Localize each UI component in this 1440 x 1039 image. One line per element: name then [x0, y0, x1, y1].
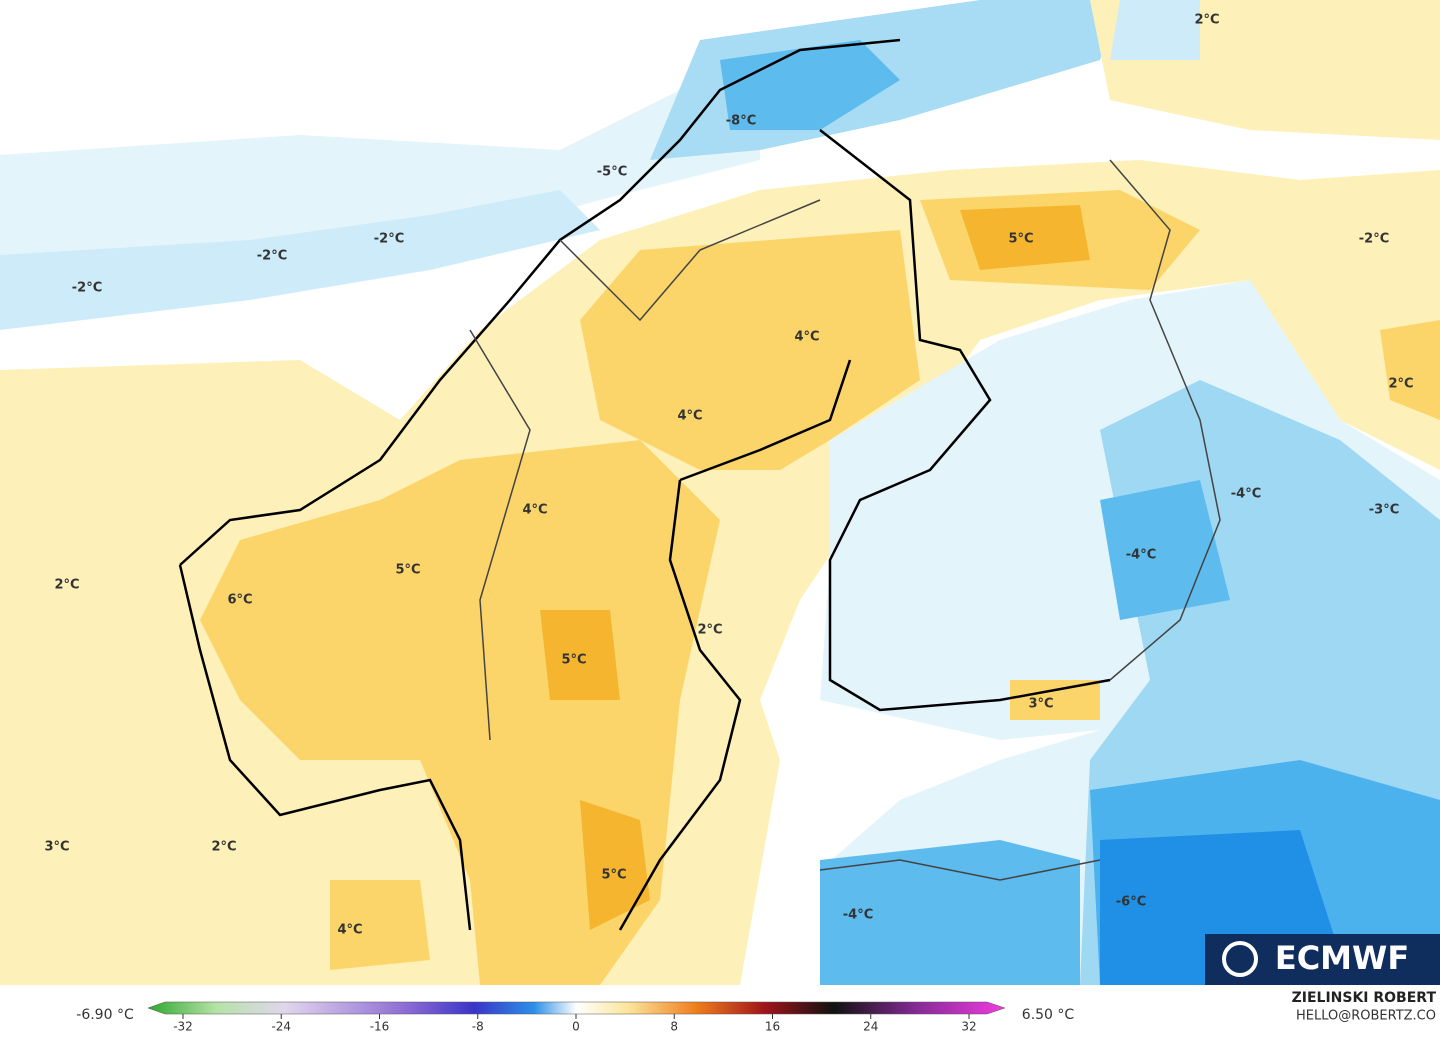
- tick-label: 24: [863, 1020, 878, 1034]
- colorbar-ticks: -32 -24 -16 -8 0 8 16 24 32: [173, 1014, 977, 1034]
- colorbar-bar: [147, 1001, 1006, 1015]
- map: 2°C -8°C -5°C -2°C -2°C -2°C 5°C -2°C 4°C 2°C 4°C 4…: [0, 0, 1440, 985]
- temperature-label: -5°C: [597, 165, 627, 180]
- temperature-label: 5°C: [561, 653, 586, 668]
- temperature-label: -2°C: [374, 232, 404, 247]
- tick-label: -16: [370, 1020, 390, 1034]
- temperature-label: 6°C: [227, 593, 252, 608]
- temperature-label: 2°C: [1388, 377, 1413, 392]
- temperature-label: 4°C: [337, 923, 362, 938]
- map-labels: 2°C -8°C -5°C -2°C -2°C -2°C 5°C -2°C 4°C 2°C 4°C 4…: [44, 13, 1413, 938]
- temperature-label: 5°C: [1008, 232, 1033, 247]
- temperature-label: -2°C: [1359, 232, 1389, 247]
- min-label: -6.90 °C: [76, 1007, 134, 1023]
- temperature-label: -4°C: [843, 908, 873, 923]
- tick-label: 32: [961, 1020, 976, 1034]
- temperature-label: -2°C: [72, 281, 102, 296]
- temperature-label: -4°C: [1126, 548, 1156, 563]
- tick-label: -32: [173, 1020, 193, 1034]
- tick-label: -24: [271, 1020, 291, 1034]
- temperature-label: 4°C: [794, 330, 819, 345]
- temperature-label: -8°C: [726, 114, 756, 129]
- logo-text: ECMWF: [1275, 939, 1409, 977]
- temperature-label: -6°C: [1116, 895, 1146, 910]
- logo-icon: [1222, 941, 1258, 977]
- temperature-label: 2°C: [1194, 13, 1219, 28]
- email: HELLO@ROBERTZ.CO: [1296, 1009, 1436, 1024]
- temperature-label: 2°C: [211, 840, 236, 855]
- tick-label: 16: [765, 1020, 780, 1034]
- temperature-label: 2°C: [54, 578, 79, 593]
- temperature-label: 4°C: [522, 503, 547, 518]
- temperature-label: 3°C: [44, 840, 69, 855]
- temperature-label: 5°C: [601, 868, 626, 883]
- max-label: 6.50 °C: [1022, 1007, 1075, 1023]
- colorbar: -6.90 °C 6.50 °C -32 -24 -16 -8 0 8 16 24 32 ZIE…: [76, 990, 1436, 1034]
- temperature-label: -4°C: [1231, 487, 1261, 502]
- temperature-label: -2°C: [257, 249, 287, 264]
- tick-label: -8: [472, 1020, 484, 1034]
- tick-label: 0: [572, 1020, 580, 1034]
- temperature-label: 4°C: [677, 409, 702, 424]
- tick-label: 8: [670, 1020, 678, 1034]
- temperature-label: 3°C: [1028, 697, 1053, 712]
- temperature-label: 5°C: [395, 563, 420, 578]
- temperature-label: -3°C: [1369, 503, 1399, 518]
- author: ZIELINSKI ROBERT: [1292, 990, 1437, 1006]
- temperature-label: 2°C: [697, 623, 722, 638]
